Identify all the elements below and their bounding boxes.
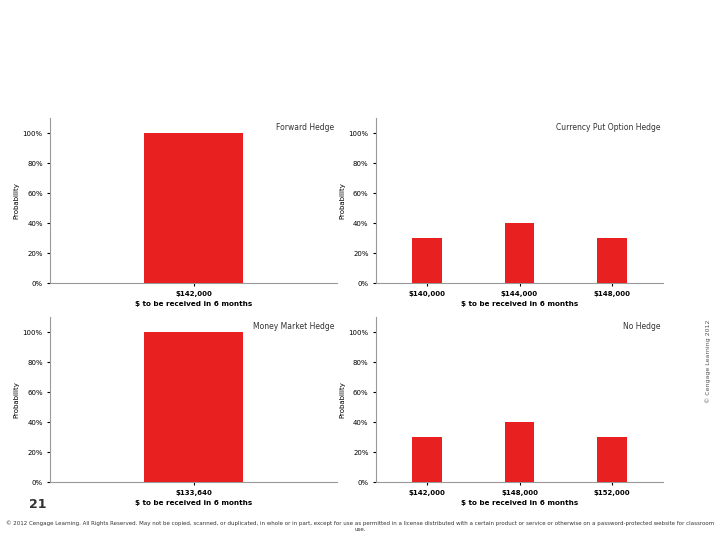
Text: 21: 21 — [29, 498, 46, 511]
Bar — [505, 422, 534, 482]
Bar — [144, 133, 243, 283]
Text: © Cengage Learning 2012: © Cengage Learning 2012 — [706, 320, 711, 403]
X-axis label: $ to be received in 6 months: $ to be received in 6 months — [135, 301, 253, 307]
Text: Currency Put Option Hedge: Currency Put Option Hedge — [556, 123, 660, 132]
Y-axis label: Probability: Probability — [14, 182, 20, 219]
Text: Graph Comparison of Techniques to Hedge: Graph Comparison of Techniques to Hedge — [110, 14, 502, 31]
Bar — [413, 437, 442, 482]
Bar — [597, 437, 627, 482]
Text: © 2012 Cengage Learning. All Rights Reserved. May not be copied, scanned, or dup: © 2012 Cengage Learning. All Rights Rese… — [6, 521, 714, 532]
Y-axis label: Probability: Probability — [14, 381, 20, 418]
Text: Exhibit 11.8: Exhibit 11.8 — [13, 14, 134, 31]
Text: Money Market Hedge: Money Market Hedge — [253, 322, 334, 331]
X-axis label: $ to be received in 6 months: $ to be received in 6 months — [135, 500, 253, 506]
X-axis label: $ to be received in 6 months: $ to be received in 6 months — [461, 500, 578, 506]
X-axis label: $ to be received in 6 months: $ to be received in 6 months — [461, 301, 578, 307]
Text: Forward Hedge: Forward Hedge — [276, 123, 334, 132]
Bar — [144, 332, 243, 482]
Bar — [597, 238, 627, 283]
Text: Receivables: Receivables — [13, 53, 121, 71]
Text: No Hedge: No Hedge — [623, 322, 660, 331]
Y-axis label: Probability: Probability — [340, 182, 346, 219]
Bar — [413, 238, 442, 283]
Y-axis label: Probability: Probability — [340, 381, 346, 418]
Bar — [505, 223, 534, 283]
